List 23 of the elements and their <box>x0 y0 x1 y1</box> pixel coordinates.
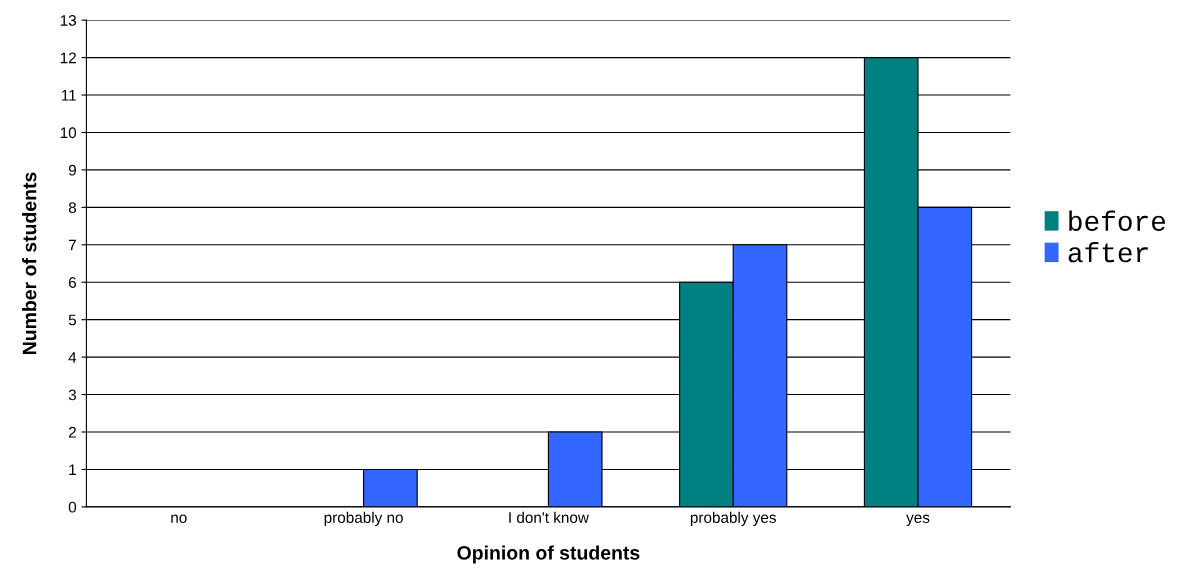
y-tick-label: 2 <box>68 426 76 438</box>
y-axis-title: Number of students <box>22 172 37 355</box>
x-tick-label: yes <box>906 514 930 526</box>
x-tick-label: probably no <box>324 511 403 526</box>
y-tick-label: 0 <box>68 501 77 513</box>
y-tick-label: 9 <box>68 164 76 176</box>
y-tick-label: 5 <box>68 314 77 326</box>
y-tick-label: 7 <box>68 239 76 251</box>
y-tick-label: 8 <box>68 202 77 214</box>
y-tick-label: 12 <box>60 52 76 64</box>
x-axis-title: Opinion of students <box>457 545 640 564</box>
y-tick-label: 3 <box>68 389 77 401</box>
legend-label: after <box>1068 241 1148 263</box>
y-tick-label: 4 <box>68 352 77 363</box>
x-tick-label: no <box>171 514 187 523</box>
y-tick-label: 11 <box>61 90 76 101</box>
x-tick-label: I don't know <box>509 511 589 523</box>
legend-label: before <box>1069 210 1166 231</box>
y-tick-label: 13 <box>60 15 77 26</box>
y-tick-label: 6 <box>68 277 77 288</box>
y-tick-label: 1 <box>69 464 76 475</box>
y-tick-label: 10 <box>60 127 77 139</box>
x-tick-label: probably yes <box>690 511 776 526</box>
